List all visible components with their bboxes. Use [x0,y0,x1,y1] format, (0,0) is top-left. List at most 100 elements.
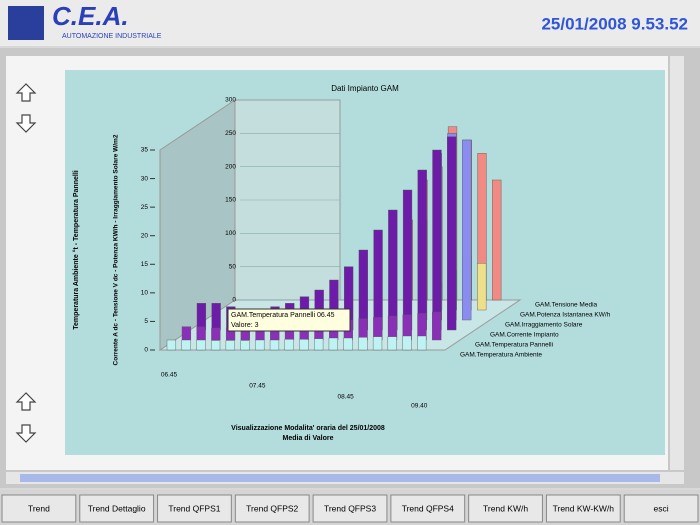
button[interactable] [468,494,543,523]
bar [225,340,235,351]
y2-tick-label: 30 [141,175,149,182]
button-label[interactable]: Trend QFPS1 [168,503,220,513]
y2-tick-label: 20 [141,232,149,239]
y-tick-label: 250 [225,130,236,137]
button[interactable] [157,494,232,523]
tooltip [227,308,351,332]
button-label[interactable]: esci [654,503,669,513]
bar [417,169,427,331]
v-scrollbar[interactable] [670,56,684,470]
x-tick-label: 09.40 [411,402,428,409]
bar [402,189,413,331]
y-tick-label: 100 [225,230,236,237]
bar [402,335,412,351]
datetime: 25/01/2008 9.53.52 [541,14,688,33]
x-tick-label: 06.45 [161,372,178,379]
y-tick-label: 150 [225,197,236,204]
y-tick-label: 0 [232,297,236,304]
button-label[interactable]: Trend QFPS3 [324,503,376,513]
button[interactable] [545,494,621,523]
y-tick-label: 50 [229,263,237,270]
bar [358,249,368,331]
bar [358,337,368,351]
x-axis-sublabel: Media di Valore [283,435,334,442]
bar [210,340,221,351]
bar [240,340,250,351]
legend-label: GAM.Potenza Istantanea KW/h [520,312,611,319]
logo-subtitle: AUTOMAZIONE INDUSTRIALE [62,33,162,40]
arrow-up[interactable] [15,392,37,411]
x-tick-label: 08.45 [338,393,355,400]
x-tick-label: 07.45 [249,383,266,390]
button[interactable] [1,494,77,523]
bar [284,339,294,351]
button[interactable] [390,494,466,523]
bar [417,335,427,351]
button-label[interactable]: Trend KW-KW/h [553,503,615,513]
bar [387,336,397,351]
button-label[interactable]: Trend Dettaglio [88,503,146,513]
button-label[interactable]: Trend QFPS2 [246,503,298,513]
bar [166,339,177,351]
bar [343,337,353,351]
y2-tick-label: 5 [144,318,148,325]
bar [196,303,207,331]
button[interactable] [79,494,155,523]
header-bar [0,0,700,46]
arrow-down[interactable] [15,424,37,443]
chart-title: Dati Impianto GAM [331,84,399,93]
bar [462,139,472,321]
bar [211,303,221,331]
y-tick-label: 300 [225,97,236,104]
legend-label: GAM.Temperatura Ambiente [460,352,542,359]
y-axis-label: Temperatura Ambiente °t - Temperatura Pa… [72,170,80,329]
button-label[interactable]: Trend [28,503,50,513]
y2-tick-label: 35 [141,147,149,154]
logo-icon [8,6,44,40]
bar [328,337,338,351]
y2-tick-label: 25 [141,204,149,211]
button[interactable] [312,494,388,523]
legend-label: GAM.Temperatura Pannelli [475,342,553,349]
h-scroll-thumb[interactable] [20,474,660,482]
button-label[interactable]: Trend KW/h [483,503,528,513]
bar [477,263,487,311]
y2-tick-label: 0 [144,347,148,354]
logo: C.E.A. [52,1,129,31]
bar [255,339,265,351]
y2-tick-label: 15 [141,261,149,268]
arrow-down[interactable] [15,114,37,133]
legend-label: GAM.Tensione Media [535,302,598,309]
bar [314,338,324,351]
bar [211,327,221,341]
bar [387,315,398,341]
bar [432,149,442,331]
bar [181,326,192,341]
bar [447,136,457,331]
tooltip-title: GAM.Temperatura Pannelli 06.45 [231,312,335,319]
bar [373,229,383,331]
bar [492,179,502,301]
bar [299,339,309,351]
y2-tick-label: 10 [141,290,149,297]
bar [372,336,383,351]
arrow-up[interactable] [15,83,37,102]
tooltip-text: Valore: 3 [231,322,259,329]
legend-label: GAM.Corrente Impianto [490,332,559,339]
button-label[interactable]: Trend QFPS4 [402,503,454,513]
bar [358,318,368,341]
bar [196,326,206,341]
button[interactable] [234,494,310,523]
bar [432,311,442,341]
x-axis-label: Visualizzazione Modalita' oraria del 25/… [231,425,385,432]
bar [181,339,191,351]
y-tick-label: 200 [225,163,236,170]
bar [269,339,280,351]
legend-label: GAM.Irraggiamento Solare [505,322,583,329]
button[interactable] [623,494,699,523]
bar [196,339,206,351]
y2-axis-label: Corrente A dc - Tensione V dc - Potenza … [113,134,120,365]
bar [388,209,398,331]
